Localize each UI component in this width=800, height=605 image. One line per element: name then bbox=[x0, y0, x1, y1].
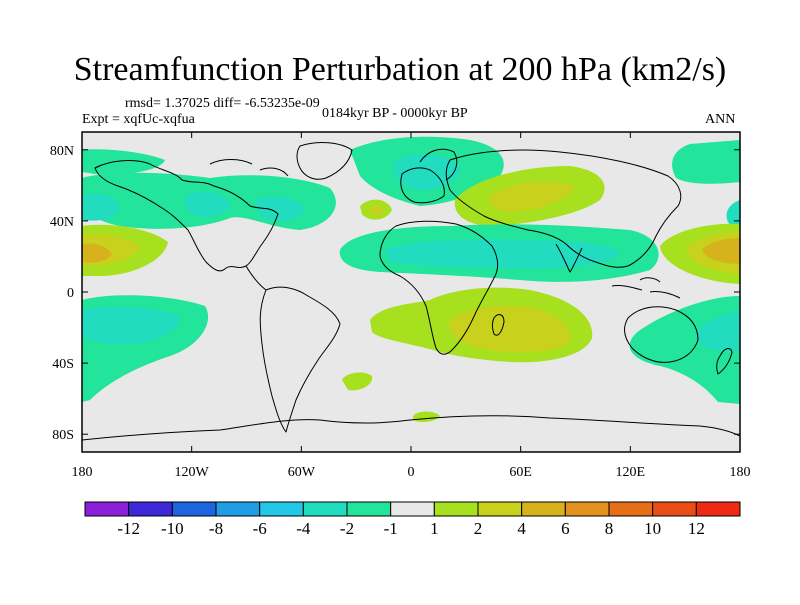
map-title: Streamfunction Perturbation at 200 hPa (… bbox=[73, 51, 727, 88]
coastline-africa bbox=[379, 220, 499, 355]
colorbar-swatch bbox=[128, 501, 173, 517]
colorbar-label: 2 bbox=[474, 519, 483, 538]
coastline-south-america bbox=[259, 286, 341, 433]
lat-tick-label: 40S bbox=[52, 357, 74, 372]
anomaly-hudson-core bbox=[255, 196, 305, 221]
anomaly-npacific-core bbox=[82, 193, 120, 221]
colorbar-label: -6 bbox=[253, 519, 267, 538]
anomaly-canada-core bbox=[185, 191, 230, 217]
coastline-india bbox=[555, 243, 583, 273]
colorbar-label: 8 bbox=[605, 519, 614, 538]
colorbar-swatch bbox=[652, 501, 697, 517]
anomaly-eurasia-core bbox=[488, 181, 575, 212]
season-label: ANN bbox=[705, 112, 736, 127]
coastline-asia bbox=[445, 149, 682, 268]
coastline-canadian-arctic bbox=[209, 159, 289, 177]
colorbar-label: -12 bbox=[117, 519, 140, 538]
colorbar-swatch bbox=[521, 501, 566, 517]
colorbar-label: 10 bbox=[644, 519, 661, 538]
coastline-new-zealand bbox=[716, 348, 733, 375]
anomaly-med-core bbox=[370, 205, 384, 215]
experiment-label: Expt = xqfUc-xqfua bbox=[82, 112, 195, 127]
colorbar-swatch bbox=[564, 501, 610, 517]
anomaly-cpac-left-core bbox=[82, 243, 112, 263]
coastline-indonesia bbox=[611, 277, 681, 299]
period-label: 0184kyr BP - 0000kyr BP bbox=[322, 106, 468, 121]
lon-tick-label: 60E bbox=[509, 465, 532, 480]
anomaly-sw-pacific-core bbox=[695, 312, 740, 351]
anomaly-south-atlantic-patch bbox=[342, 372, 373, 391]
anomaly-tropical-core bbox=[385, 239, 620, 269]
colorbar-label: -10 bbox=[161, 519, 184, 538]
colorbar: -12 -10 -8 -6 -4 -2 -1 1 2 4 6 8 10 12 bbox=[84, 501, 741, 538]
colorbar-swatch bbox=[695, 501, 741, 517]
colorbar-label: 4 bbox=[517, 519, 526, 538]
lon-tick-label: 120W bbox=[175, 465, 210, 480]
anomaly-south-indian-core bbox=[449, 305, 571, 353]
colorbar-swatch bbox=[84, 501, 130, 517]
colorbar-label: -4 bbox=[296, 519, 311, 538]
colorbar-swatch bbox=[171, 501, 217, 517]
lon-tick-label: 60W bbox=[288, 465, 316, 480]
colorbar-label: 1 bbox=[430, 519, 439, 538]
coastline-central-america bbox=[245, 265, 267, 291]
lon-tick-label: 180 bbox=[72, 465, 93, 480]
anomaly-npacific-right bbox=[672, 140, 740, 184]
colorbar-label: 12 bbox=[688, 519, 705, 538]
anomaly-east-edge-cyan bbox=[726, 200, 740, 230]
coastline-greenland bbox=[296, 142, 353, 180]
anomaly-field bbox=[82, 136, 740, 423]
colorbar-swatch bbox=[433, 501, 479, 517]
coastline-europe bbox=[400, 167, 445, 204]
colorbar-swatch bbox=[302, 501, 348, 517]
anomaly-cpac-right-core bbox=[702, 238, 740, 264]
anomaly-alaska bbox=[82, 149, 165, 175]
coastlines bbox=[82, 142, 740, 441]
lon-tick-label: 180 bbox=[730, 465, 751, 480]
coastline-north-america bbox=[94, 160, 279, 272]
colorbar-label: -8 bbox=[209, 519, 223, 538]
lon-tick-label: 0 bbox=[408, 465, 415, 480]
colorbar-swatch bbox=[390, 501, 435, 517]
stats-line: rmsd= 1.37025 diff= -6.53235e-09 bbox=[125, 96, 320, 111]
colorbar-label: -1 bbox=[384, 519, 398, 538]
colorbar-swatch bbox=[215, 501, 261, 517]
lat-tick-label: 40N bbox=[50, 215, 74, 230]
colorbar-label: -2 bbox=[340, 519, 354, 538]
coastline-australia bbox=[624, 306, 699, 363]
colorbar-swatch bbox=[477, 501, 523, 517]
anomaly-se-pacific-core bbox=[82, 306, 181, 345]
coastline-madagascar bbox=[492, 314, 505, 336]
colorbar-swatch bbox=[608, 501, 654, 517]
lat-tick-label: 80N bbox=[50, 144, 74, 159]
colorbar-swatch bbox=[346, 501, 392, 517]
lat-tick-label: 80S bbox=[52, 428, 74, 443]
colorbar-swatch bbox=[259, 501, 304, 517]
coastline-antarctica bbox=[82, 415, 740, 441]
anomaly-arctic-core bbox=[393, 154, 462, 190]
colorbar-label: 6 bbox=[561, 519, 570, 538]
coastline-scandinavia bbox=[419, 148, 458, 181]
lat-tick-label: 0 bbox=[67, 286, 74, 301]
axis-ticks: 180 120W 60W 0 60E 120E 180 80N 40N 0 40S 80S bbox=[50, 132, 751, 480]
lon-tick-label: 120E bbox=[616, 465, 646, 480]
